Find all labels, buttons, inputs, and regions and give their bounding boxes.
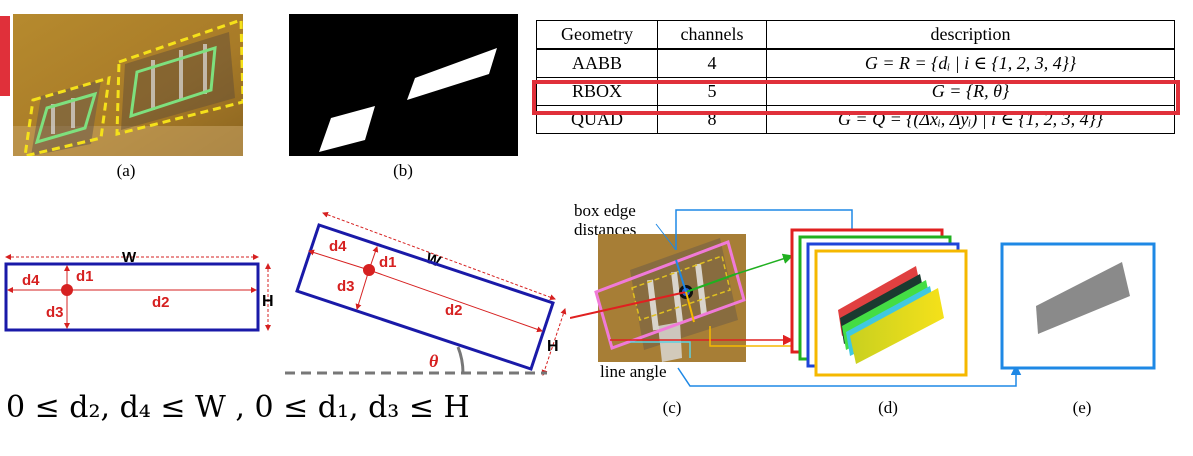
rbox-pink-outline: [594, 240, 746, 350]
rbox-center-point: [363, 264, 375, 276]
table-row: AABB 4 G = R = {dᵢ | i ∈ {1, 2, 3, 4}}: [536, 48, 1175, 78]
rbox-d3-label: d3: [337, 278, 355, 295]
rbox-height-label: H: [547, 338, 559, 355]
caption-a: (a): [116, 161, 136, 180]
blue-from-label: [655, 223, 677, 251]
caption-d: (d): [878, 398, 898, 417]
rbox-d4-line: [308, 249, 370, 271]
angle-to-mask: [677, 364, 1022, 387]
green-distance-line: [685, 273, 737, 293]
d4-label: d4: [22, 272, 40, 289]
rbox-row-highlight: [532, 80, 1180, 115]
mask-region-1: [319, 106, 375, 152]
d2-label: d2: [152, 294, 170, 311]
yellow-to-maps: [709, 326, 804, 352]
red-distance-line: [570, 291, 687, 319]
caption-c: (c): [662, 398, 682, 417]
rbox-d2-label: d2: [445, 302, 463, 319]
panel-a-image: [13, 14, 243, 156]
header-geometry: Geometry: [536, 20, 658, 50]
cyan-angle-line: [630, 341, 691, 358]
mask-region-2: [407, 48, 497, 100]
rbox-1-green: [34, 91, 98, 145]
caption-e: (e): [1072, 398, 1092, 417]
blue-to-maps: [675, 209, 858, 250]
header-channels: channels: [657, 20, 767, 50]
angle-label: θ: [429, 351, 439, 371]
rbox-d4-label: d4: [329, 238, 347, 255]
cell-channels: 8: [657, 105, 767, 134]
rbox-d3-line: [355, 269, 370, 310]
table-header-row: Geometry channels description: [536, 20, 1175, 50]
blue-distance-line: [675, 259, 687, 293]
rbox-width-dim: [322, 211, 556, 301]
geometry-table: Geometry channels description AABB 4 G =…: [536, 20, 1175, 134]
angle-region: [1036, 262, 1130, 334]
box-edge-label-line1: box edge: [574, 201, 636, 220]
header-description: description: [766, 20, 1175, 50]
cell-description: G = R = {dᵢ | i ∈ {1, 2, 3, 4}}: [766, 48, 1175, 78]
d1-label: d1: [76, 268, 94, 285]
rbox-height-dim: [541, 308, 567, 376]
rbox-diagram: W H θ d1 d2 d3 d4: [285, 211, 567, 376]
aabb-box: [4, 262, 260, 332]
yellow-distance-line: [685, 291, 695, 323]
line-angle-label: line angle: [600, 362, 667, 381]
left-edge-marker: [0, 16, 10, 96]
green-to-maps: [735, 253, 794, 275]
d3-label: d3: [46, 304, 64, 321]
panel-c-image: [598, 234, 746, 362]
rbox-d1-label: d1: [379, 254, 397, 271]
caption-b: (b): [393, 161, 413, 180]
rbox-outline: [295, 223, 555, 371]
panel-b-mask: [289, 14, 518, 156]
height-label: H: [262, 293, 274, 310]
quad-box-2-yellow: [115, 17, 243, 136]
sheet-yellow: [850, 288, 944, 364]
quad-box-1-yellow: [23, 75, 111, 156]
angle-arc: [456, 346, 465, 374]
center-point: [61, 284, 73, 296]
aabb-diagram: W H d1 d2 d3 d4: [4, 249, 274, 332]
rbox-d2-line: [368, 269, 543, 333]
cell-geometry: AABB: [536, 48, 658, 78]
cell-geometry: QUAD: [536, 105, 658, 134]
cell-channels: 4: [657, 48, 767, 78]
pipeline-diagram: [570, 209, 1156, 387]
rbox-2-green: [129, 45, 217, 119]
width-label: W: [122, 249, 137, 266]
quad-dashed-outline: [631, 255, 731, 321]
distance-constraint-formula: 0 ≤ d₂, d₄ ≤ W , 0 ≤ d₁, d₃ ≤ H: [6, 390, 470, 425]
